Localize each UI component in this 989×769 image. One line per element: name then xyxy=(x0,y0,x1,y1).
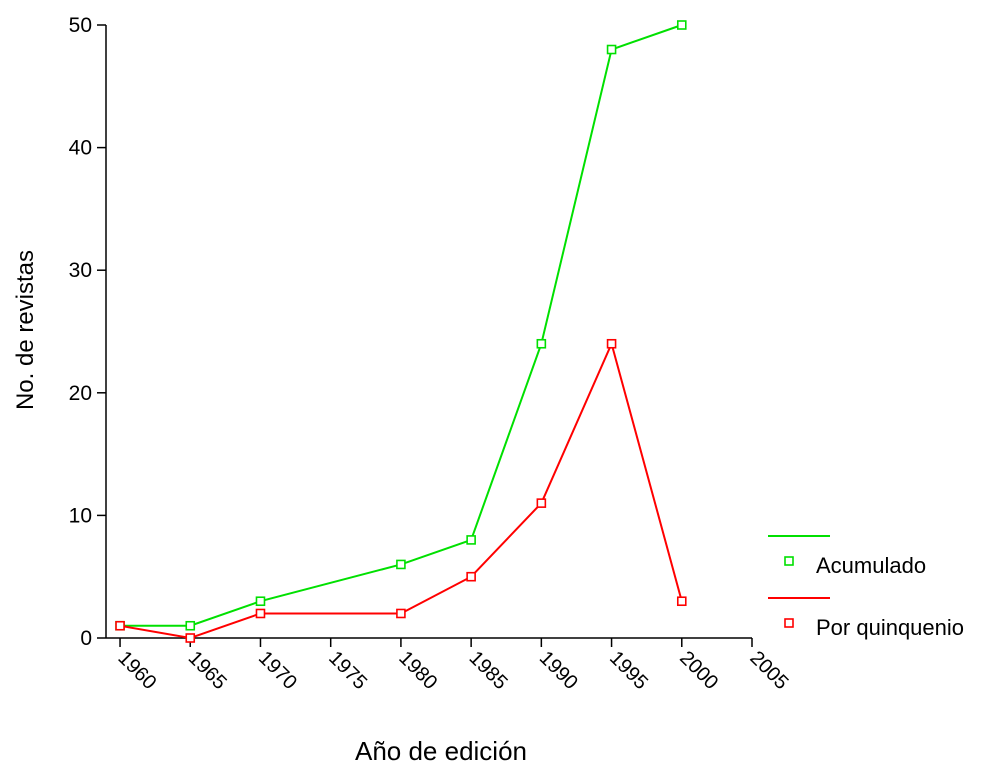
series-line xyxy=(120,24,683,627)
data-point xyxy=(115,620,125,631)
data-point xyxy=(606,338,617,349)
data-point xyxy=(255,608,266,619)
data-point xyxy=(466,535,476,545)
x-tick-label: 1990 xyxy=(535,647,582,694)
x-tick-label: 1970 xyxy=(254,647,301,694)
data-point xyxy=(185,633,196,643)
y-tick-label: 10 xyxy=(69,504,92,527)
data-point xyxy=(536,498,547,508)
data-point xyxy=(676,20,687,30)
y-tick-label: 20 xyxy=(69,382,92,405)
y-tick-label: 40 xyxy=(69,137,92,160)
y-tick-label: 0 xyxy=(80,627,92,650)
data-point xyxy=(466,571,476,582)
legend-marker xyxy=(784,556,794,566)
x-tick-label: 1960 xyxy=(114,647,161,694)
data-point xyxy=(396,608,406,619)
data-point xyxy=(255,596,266,607)
x-tick-label: 1995 xyxy=(605,647,652,694)
x-tick-label: 1975 xyxy=(324,647,371,694)
data-point xyxy=(536,338,547,349)
plot-series xyxy=(115,20,687,643)
x-tick-label: 2005 xyxy=(745,647,792,694)
data-point xyxy=(396,559,406,570)
x-tick-label: 1965 xyxy=(184,647,231,694)
series-line xyxy=(119,340,683,640)
data-point xyxy=(606,44,617,55)
y-ticks: 0 10 20 30 40 50 xyxy=(69,14,106,650)
x-axis-label: Año de edición xyxy=(355,736,527,766)
y-tick-label: 30 xyxy=(69,259,92,282)
x-ticks: 1960 1965 1970 1975 1980 1985 1990 1995 2000 2005 xyxy=(114,638,792,694)
legend: Acumulado Por quinquenio xyxy=(768,535,964,640)
legend-marker xyxy=(784,618,794,628)
data-point xyxy=(185,620,196,631)
x-tick-label: 1985 xyxy=(465,647,512,694)
x-tick-label: 2000 xyxy=(675,647,722,694)
legend-label: Acumulado xyxy=(816,553,926,578)
y-axis-label: No. de revistas xyxy=(12,250,39,410)
axes: 1960 1965 1970 1975 1980 1985 1990 1995 2000 2005… xyxy=(69,14,793,694)
y-tick-label: 50 xyxy=(69,14,92,37)
x-tick-label: 1980 xyxy=(394,647,441,694)
data-point xyxy=(676,596,687,607)
legend-label: Por quinquenio xyxy=(816,615,964,640)
